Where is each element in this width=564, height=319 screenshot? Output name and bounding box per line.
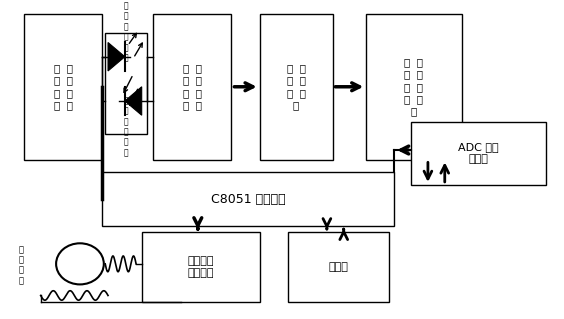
Bar <box>288 232 389 302</box>
Polygon shape <box>125 87 142 115</box>
Text: 红
外
发
射
线
管: 红 外 发 射 线 管 <box>124 1 128 63</box>
Bar <box>103 172 394 226</box>
Text: 精  放
密  大
差  器
分: 精 放 密 大 差 器 分 <box>287 63 306 110</box>
Bar <box>411 122 546 185</box>
Text: 计算机: 计算机 <box>328 262 348 272</box>
Text: 红  驱
外  动
发  电
射  路: 红 驱 外 动 发 电 射 路 <box>54 63 73 110</box>
Bar <box>24 14 103 160</box>
Text: 步进电机
驱动电路: 步进电机 驱动电路 <box>187 256 214 278</box>
Text: 光  转
电  换
信  电
号  路: 光 转 电 换 信 电 号 路 <box>183 63 202 110</box>
Text: 红
外
接
收
线
管: 红 外 接 收 线 管 <box>124 96 128 157</box>
Text: ADC 模数
转换器: ADC 模数 转换器 <box>458 142 499 164</box>
Bar <box>105 33 147 134</box>
Bar <box>259 14 333 160</box>
Bar <box>366 14 461 160</box>
Polygon shape <box>108 42 125 71</box>
Text: C8051 微控制器: C8051 微控制器 <box>211 193 285 205</box>
Bar <box>153 14 231 160</box>
Bar <box>142 232 259 302</box>
Text: 信  解
号  调
调  电
理  路
与: 信 解 号 调 调 电 理 路 与 <box>404 57 424 116</box>
Text: 步
进
电
机: 步 进 电 机 <box>19 245 24 285</box>
